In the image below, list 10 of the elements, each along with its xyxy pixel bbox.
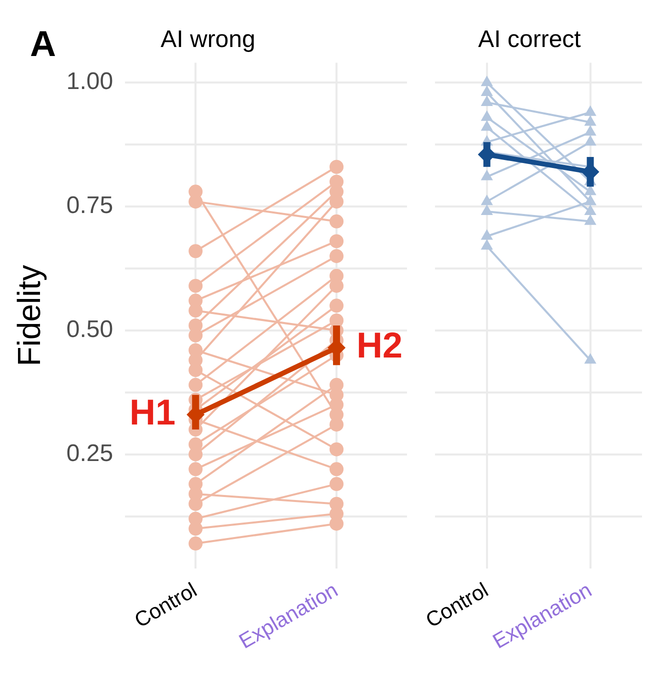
y-tick-label: 0.50	[66, 316, 114, 344]
chart-title: AI wrong	[160, 26, 256, 54]
annotation: H1	[130, 392, 176, 433]
y-tick-label: 1.00	[66, 68, 114, 96]
chart-title: AI correct	[478, 26, 582, 54]
annotation: H2	[356, 324, 403, 366]
y-tick-label: 0.75	[66, 192, 114, 220]
y-tick-label: 0.25	[66, 440, 114, 467]
y-axis-title: Fidelity	[11, 264, 48, 366]
text: A	[30, 22, 56, 64]
